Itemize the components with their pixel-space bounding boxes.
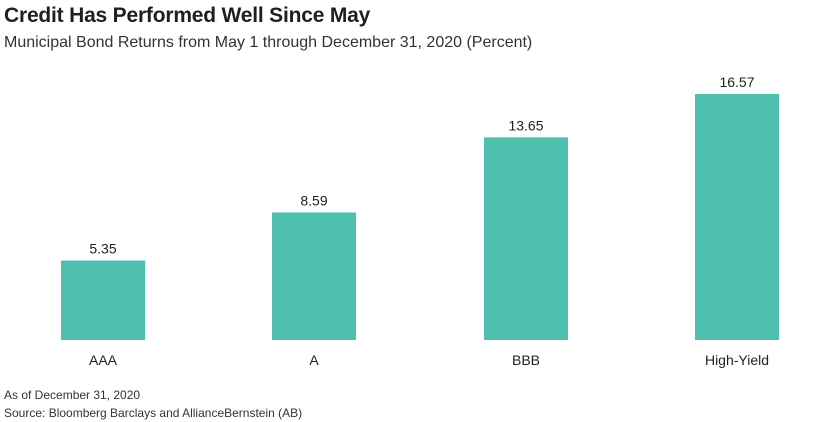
as-of-note: As of December 31, 2020: [4, 388, 141, 402]
source-note: Source: Bloomberg Barclays and AllianceB…: [4, 406, 303, 420]
bar-aaa: [61, 260, 145, 340]
value-label: 8.59: [300, 192, 327, 208]
value-label: 13.65: [508, 117, 543, 133]
chart-subtitle: Municipal Bond Returns from May 1 throug…: [4, 34, 533, 51]
bar-high-yield: [695, 94, 779, 340]
value-label: 5.35: [89, 241, 116, 257]
category-label: A: [309, 352, 319, 368]
category-label: BBB: [512, 352, 540, 368]
chart-title: Credit Has Performed Well Since May: [4, 4, 371, 27]
category-label: AAA: [89, 352, 118, 368]
bar-a: [272, 212, 356, 340]
bars-layer: 5.35 AAA 8.59 A 13.65 BBB 16.57 High-Yield: [61, 74, 779, 368]
bar-bbb: [484, 137, 568, 340]
category-label: High-Yield: [705, 352, 769, 368]
value-label: 16.57: [719, 74, 754, 90]
